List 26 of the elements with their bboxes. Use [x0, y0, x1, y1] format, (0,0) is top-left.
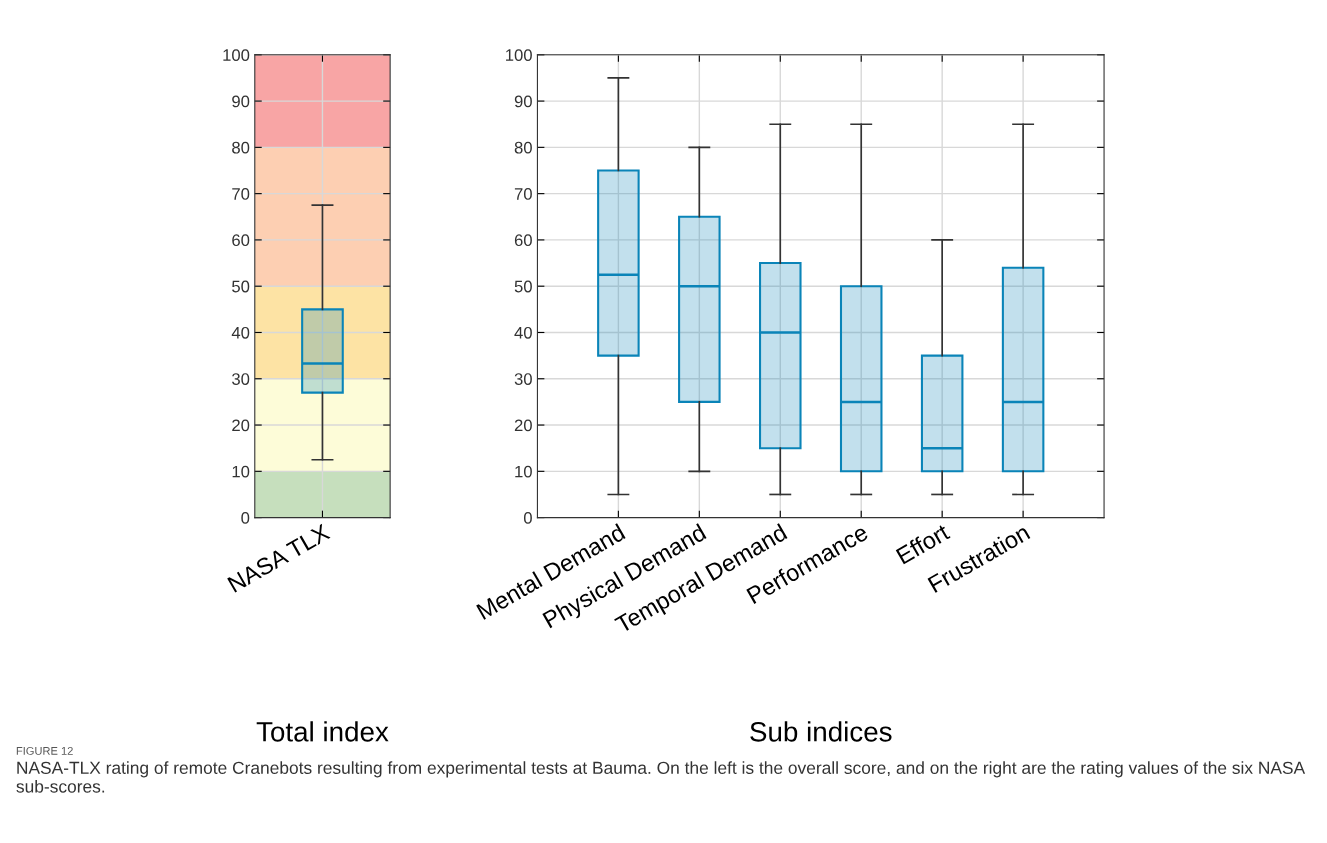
- y-tick-label: 20: [232, 419, 250, 432]
- x-axis-title: Sub indices: [750, 721, 892, 742]
- y-tick-label: 30: [514, 373, 532, 385]
- y-tick-label: 100: [506, 49, 532, 61]
- x-axis-title: Total index: [256, 721, 389, 742]
- y-tick-label: 60: [514, 234, 532, 247]
- y-tick-label: 0: [241, 512, 250, 524]
- y-tick-label: 70: [232, 188, 250, 200]
- y-tick-label: 50: [232, 280, 250, 293]
- y-tick-label: 80: [232, 141, 250, 154]
- text: NASA-TLX rating of remote Cranebots resulting from experimental tests at Bauma. On the left is the overall score, and on the right are the rating values of the six NASA sub-scores.: [16, 761, 1306, 793]
- y-tick-label: 80: [514, 141, 532, 154]
- y-tick-label: 50: [514, 280, 532, 293]
- caption: FIGURE 12: [16, 746, 73, 755]
- y-tick-label: 40: [514, 326, 532, 339]
- y-tick-label: 10: [515, 465, 532, 478]
- y-tick-label: 10: [232, 465, 250, 478]
- y-tick-label: 100: [223, 49, 250, 61]
- y-tick-label: 0: [523, 512, 532, 524]
- y-tick-label: 90: [232, 95, 250, 108]
- y-tick-label: 60: [232, 234, 250, 247]
- y-tick-label: 90: [514, 95, 532, 108]
- y-tick-label: 40: [231, 326, 250, 339]
- y-tick-label: 70: [514, 188, 532, 200]
- y-tick-label: 30: [232, 373, 250, 385]
- y-tick-label: 20: [514, 419, 532, 432]
